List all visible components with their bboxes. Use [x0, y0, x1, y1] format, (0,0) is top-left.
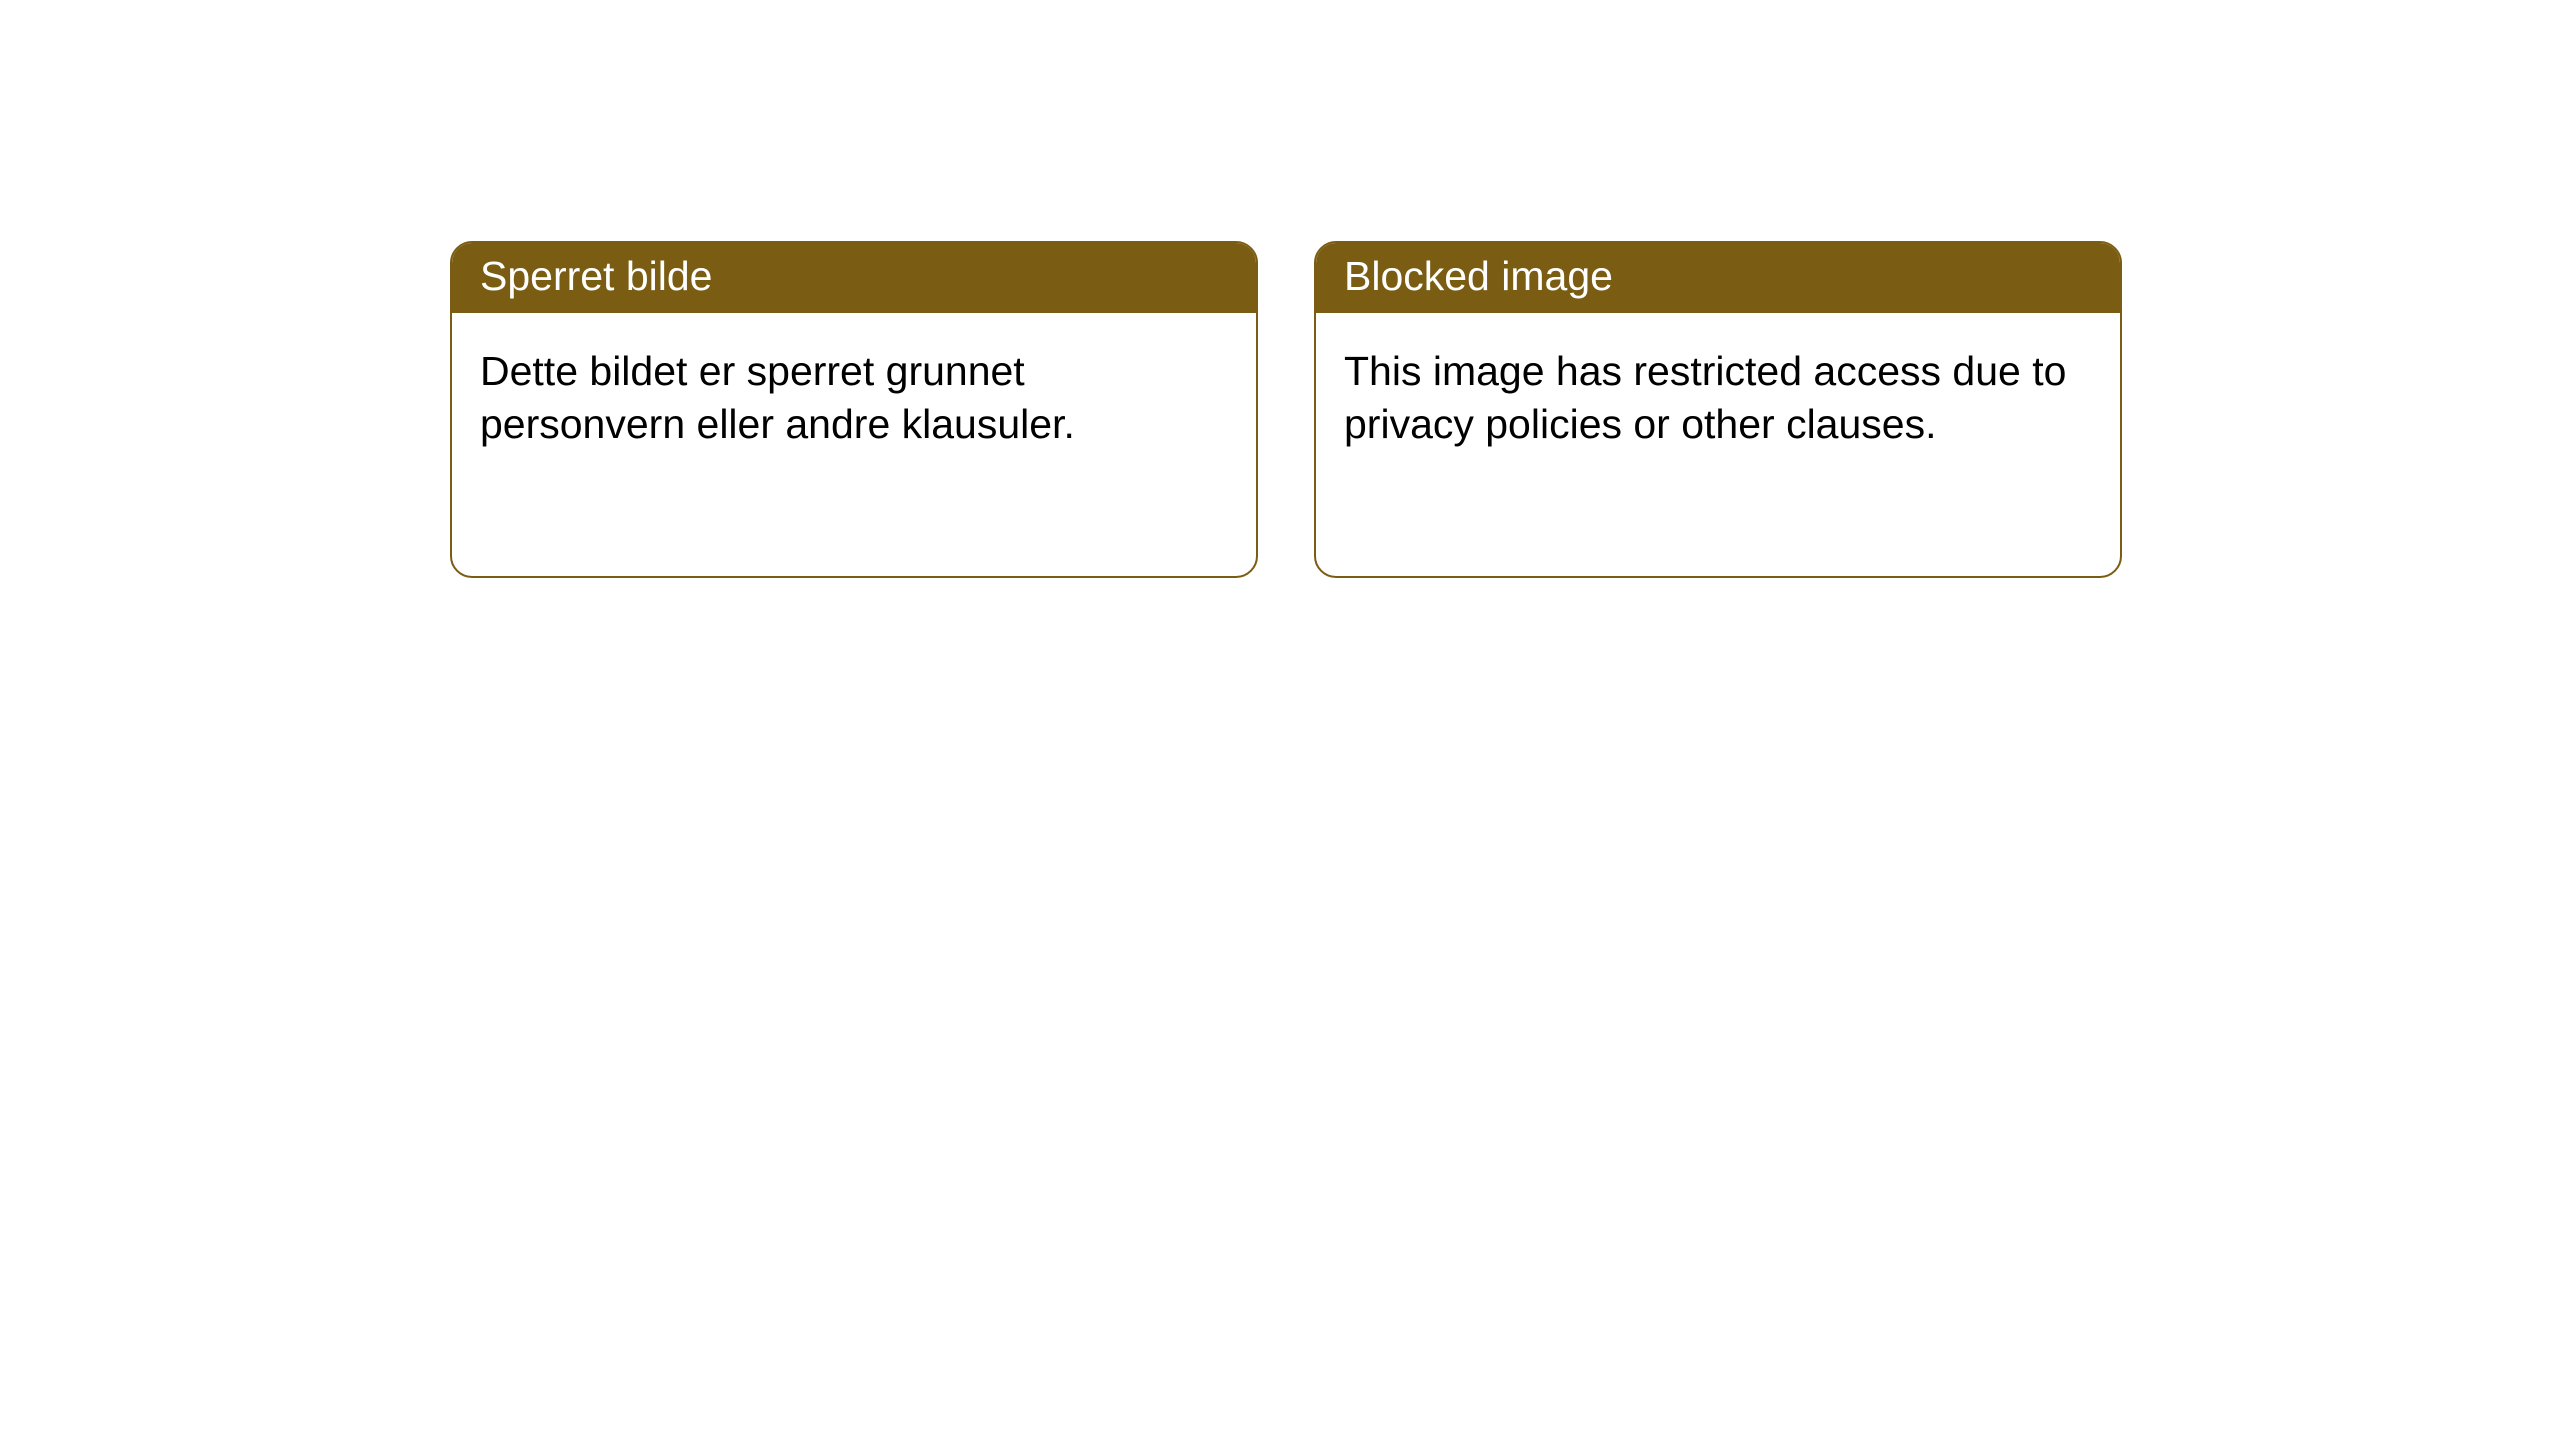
notice-card-english: Blocked image This image has restricted …	[1314, 241, 2122, 578]
notice-title: Blocked image	[1316, 243, 2120, 313]
notice-body: Dette bildet er sperret grunnet personve…	[452, 313, 1256, 576]
notice-container: Sperret bilde Dette bildet er sperret gr…	[0, 0, 2560, 578]
notice-card-norwegian: Sperret bilde Dette bildet er sperret gr…	[450, 241, 1258, 578]
notice-body: This image has restricted access due to …	[1316, 313, 2120, 576]
notice-title: Sperret bilde	[452, 243, 1256, 313]
